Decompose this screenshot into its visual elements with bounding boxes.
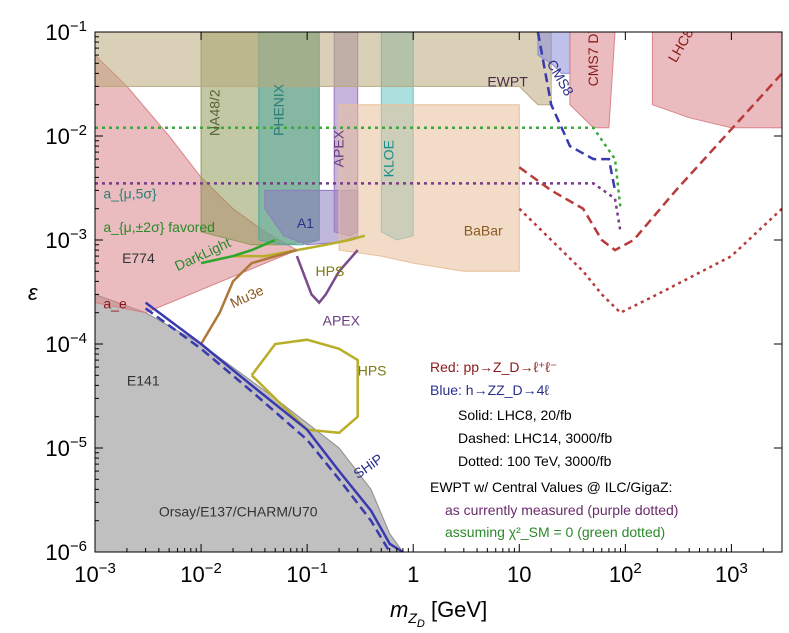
legend-entry: as currently measured (purple dotted) bbox=[445, 502, 678, 518]
region-cms8 bbox=[537, 32, 571, 74]
x-axis-label-sub: Z bbox=[407, 610, 417, 626]
curve-lhc14-red-dashed bbox=[518, 72, 782, 252]
x-tick-label: 10 bbox=[507, 562, 531, 587]
region-cms7-dy bbox=[569, 32, 616, 129]
y-tick-label: 10−4 bbox=[45, 330, 87, 357]
x-axis-label-subsub: D bbox=[417, 618, 425, 630]
region-label-e774: E774 bbox=[122, 250, 155, 266]
x-tick-label: 10−1 bbox=[286, 560, 328, 587]
legend-entry: EWPT w/ Central Values @ ILC/GigaZ: bbox=[430, 479, 672, 495]
legend-entry: assuming χ²_SM = 0 (green dotted) bbox=[445, 524, 665, 540]
region-label-a1: A1 bbox=[297, 215, 314, 231]
region-ewpt bbox=[95, 32, 552, 106]
region-label-ewpt: EWPT bbox=[487, 73, 528, 89]
x-tick-label: 10−3 bbox=[74, 560, 116, 587]
legend-entry: Blue: h→ZZ_D→4ℓ bbox=[430, 382, 549, 398]
curve-ship-solid bbox=[144, 301, 404, 552]
y-tick-label: 10−3 bbox=[45, 226, 87, 253]
y-axis-label: ε bbox=[28, 280, 38, 305]
curve-ewpt-green-dotted bbox=[95, 126, 622, 209]
legend: Red: pp→Z_D→ℓ⁺ℓ⁻ Blue: h→ZZ_D→4ℓ Solid: LH… bbox=[430, 359, 678, 540]
region-label-a-2-favored: a_{μ,±2σ} favored bbox=[103, 219, 215, 235]
curve-lhc14-blue-dashed bbox=[536, 32, 617, 191]
plot-frame bbox=[94, 31, 783, 553]
axis-ticks: 10−3 10−2 10−1 1 10 102 103 10−1 10−2 10−3 10−4 10−… bbox=[45, 18, 783, 587]
curve-hps-upper bbox=[233, 234, 366, 258]
region-label-na48-2: NA48/2 bbox=[207, 89, 223, 136]
y-tick-label: 10−5 bbox=[45, 434, 87, 461]
y-tick-label: 10−2 bbox=[45, 122, 87, 149]
legend-entry: Red: pp→Z_D→ℓ⁺ℓ⁻ bbox=[430, 359, 557, 375]
curve-ship-dashed bbox=[144, 307, 391, 552]
region-label-apex: APEX bbox=[330, 129, 346, 167]
x-tick-label: 103 bbox=[715, 560, 748, 587]
region-label-apex: APEX bbox=[323, 313, 361, 329]
projection-curves bbox=[95, 32, 782, 552]
x-axis-label: mZD [GeV] bbox=[390, 597, 487, 630]
region-label-orsay-e137-charm-u70: Orsay/E137/CHARM/U70 bbox=[159, 503, 318, 519]
region-label-babar: BaBar bbox=[464, 223, 503, 239]
region-label-phenix: PHENIX bbox=[271, 83, 287, 136]
y-tick-label: 10−6 bbox=[45, 538, 87, 565]
region-label-hps: HPS bbox=[316, 263, 345, 279]
legend-entry: Dotted: 100 TeV, 3000/fb bbox=[458, 453, 612, 469]
region-label-a-e: a_e bbox=[103, 295, 127, 311]
region-label-a-5: a_{μ,5σ} bbox=[103, 186, 157, 202]
x-tick-label: 102 bbox=[609, 560, 642, 587]
curve-mu3e bbox=[200, 248, 298, 345]
legend-entry: Solid: LHC8, 20/fb bbox=[458, 407, 572, 423]
y-tick-label: 10−1 bbox=[45, 18, 87, 45]
region-label-cms7-dy: CMS7 DY bbox=[585, 23, 601, 86]
region-label-e141: E141 bbox=[127, 372, 160, 388]
region-label-hps: HPS bbox=[358, 362, 387, 378]
region-label-kloe: KLOE bbox=[380, 140, 396, 177]
curve-apex-projection bbox=[295, 249, 359, 305]
x-axis-label-main: m bbox=[390, 597, 408, 622]
x-axis-label-unit: [GeV] bbox=[425, 597, 487, 622]
curve-ewpt-purple-dotted bbox=[95, 182, 622, 233]
curve-hps-lower bbox=[250, 338, 359, 435]
legend-entry: Dashed: LHC14, 3000/fb bbox=[458, 430, 612, 446]
curve-darklight bbox=[200, 238, 276, 265]
region-babar bbox=[338, 104, 520, 272]
x-tick-label: 1 bbox=[407, 562, 419, 587]
x-tick-label: 10−2 bbox=[180, 560, 222, 587]
